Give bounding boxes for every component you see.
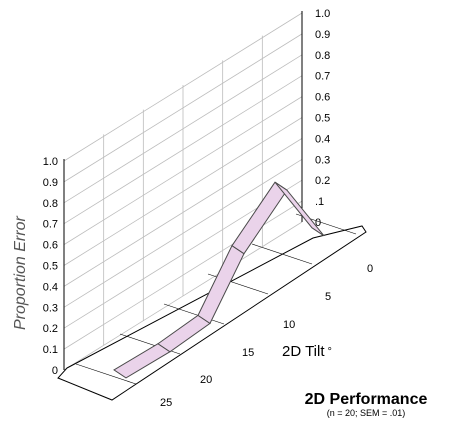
y-tick-label-right: 0.8 <box>315 50 330 62</box>
x-tick-label: 15 <box>242 347 254 359</box>
x-tick-label: 25 <box>160 397 172 409</box>
y-tick-label-left: 0.6 <box>43 240 58 252</box>
y-axis-title: Proportion Error <box>12 216 29 330</box>
x-tick-label: 20 <box>200 374 212 386</box>
floor-divider <box>75 363 137 385</box>
chart-title: 2D Performance <box>305 391 428 408</box>
y-tick-label-left: 0.2 <box>43 323 58 335</box>
x-axis-title-suffix: ° <box>328 346 332 358</box>
y-tick-label-right: 0.7 <box>315 71 330 83</box>
y-tick-label-right: 0.6 <box>315 92 330 104</box>
y-tick-label-right: 0.5 <box>315 113 330 125</box>
y-tick-label-left: 0.8 <box>43 198 58 210</box>
y-tick-label-right: 0.9 <box>315 29 330 41</box>
data-ribbon <box>113 181 325 379</box>
y-tick-label-left: 0.3 <box>43 302 58 314</box>
y-tick-label-left: 0.4 <box>43 281 58 293</box>
chart-subtitle: (n = 20; SEM = .01) <box>327 408 406 418</box>
y-tick-label-left: 1.0 <box>43 156 58 168</box>
floor-divider <box>163 303 225 325</box>
x-tick-label: 10 <box>283 319 295 331</box>
ribbon-segment <box>231 181 288 255</box>
y-tick-label-left: 0.1 <box>43 344 58 356</box>
back-wall <box>63 11 303 371</box>
y-tick-label-left: 0.7 <box>43 219 58 231</box>
x-tick-label: 5 <box>325 291 331 303</box>
y-tick-label-left: 0.9 <box>43 177 58 189</box>
floor-divider <box>251 243 313 265</box>
ribbon-segment <box>274 181 325 237</box>
y-tick-label-right: .1 <box>315 196 324 208</box>
y-tick-label-left: 0.5 <box>43 261 58 273</box>
y-tick-label-left: 0 <box>52 365 58 377</box>
tick-labels: 00.10.20.30.40.50.60.70.80.91.00.10.20.3… <box>43 8 373 409</box>
x-axis-title: 2D Tilt ° <box>282 343 332 360</box>
y-tick-label-right: 0.2 <box>315 175 330 187</box>
y-tick-label-right: 0.3 <box>315 154 330 166</box>
x-tick-label: 0 <box>367 263 373 275</box>
y-tick-label-right: 0 <box>315 217 321 229</box>
x-axis-title-text: 2D Tilt <box>282 343 325 360</box>
y-tick-label-right: 1.0 <box>315 8 330 20</box>
y-tick-label-right: 0.4 <box>315 133 330 145</box>
